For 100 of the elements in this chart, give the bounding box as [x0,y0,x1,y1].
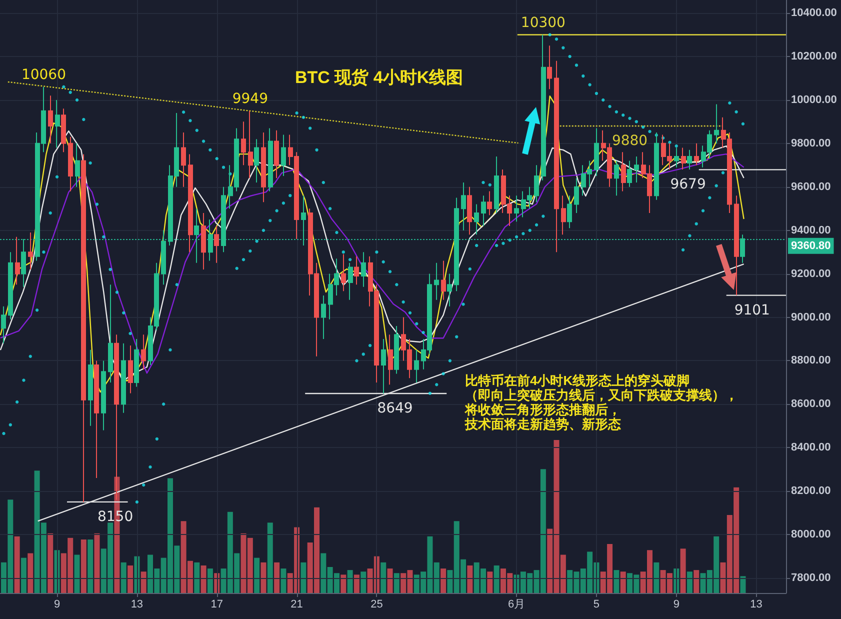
candlestick [241,121,246,166]
candlestick [554,60,559,253]
annotation: 比特币在前4小时K线形态上的穿头破脚 [465,373,690,388]
candlestick [547,45,552,90]
bar [80,539,86,593]
candlestick [481,195,486,226]
candlestick [681,147,686,170]
bar [347,570,353,593]
annotation: 9679 [670,176,706,193]
candlestick [108,284,113,383]
bar [194,562,200,593]
candlestick [55,99,60,148]
annotation: 10060 [21,66,66,83]
x-tick-label: 9 [673,598,680,610]
x-tick-label: 21 [290,598,303,610]
candlestick [687,149,692,170]
candlestick [567,195,572,229]
candlestick [341,254,346,292]
candlestick [434,262,439,300]
annotation: 10300 [520,14,566,31]
bar [686,572,692,593]
candlestick [28,232,33,270]
x-tick-label: 6月 [508,598,526,610]
y-tick-label: 8800.00 [791,354,831,367]
candlestick [1,306,6,344]
candlestick [128,345,133,394]
bar [694,570,700,593]
candlestick [694,142,699,166]
bar [740,576,746,593]
bar [207,568,213,593]
candlestick [714,104,719,144]
y-tick-label: 10200.00 [791,50,837,62]
candlestick [487,190,492,216]
candlestick [594,128,599,177]
bar [20,558,26,593]
candlestick [281,134,286,177]
candlestick [734,195,739,296]
ref-line-label: 9360.80 [791,240,831,252]
y-tick-label: 8600.00 [791,398,831,410]
bar [654,562,660,593]
bar [494,565,500,593]
candlestick [634,156,639,184]
bar [260,562,266,593]
bar [440,568,446,593]
candlestick [361,252,366,288]
candlestick [48,95,53,144]
candlestick [81,154,86,502]
bar [140,572,146,593]
candlestick [461,182,466,231]
text: BTC 现货 4小时K线图 [295,68,464,87]
y-tick-label: 10000.00 [791,94,837,106]
annotation: 9880 [612,133,648,150]
bar [48,533,54,593]
y-tick-label: 8000.00 [791,528,831,541]
candlestick [467,186,472,236]
bar [254,558,260,593]
candlestick [388,334,393,386]
candlestick [274,130,279,179]
y-tick-label: 8400.00 [791,442,831,454]
x-tick-label: 17 [210,598,223,610]
candlestick [101,360,106,431]
x-tick-label: 13 [130,598,144,610]
candlestick [188,154,193,253]
candlestick [8,252,13,320]
candlestick [68,136,73,192]
bar [354,574,360,593]
bar [74,554,80,593]
candlestick [181,132,186,188]
candlestick [541,34,546,181]
candlestick [61,108,66,153]
candlestick [534,164,539,203]
candlestick [348,262,353,300]
candlestick [394,325,399,374]
candlestick [268,128,273,192]
bar [274,562,280,593]
candlestick [627,160,632,188]
candlestick [15,236,20,286]
candlestick [321,295,326,340]
candlestick [248,110,253,179]
candlestick [514,195,519,222]
candlestick [121,342,126,414]
y-tick-label: 10400.00 [791,7,837,20]
candlestick [414,349,419,383]
x-tick-label: 25 [370,598,383,610]
annotation: 9101 [734,302,770,318]
candlestick [381,338,386,394]
annotation: 将收敛三角形形态推翻后， [464,402,621,417]
bar [394,573,400,593]
candlestick [261,132,266,203]
y-tick-label: 7800.00 [791,572,831,584]
candlestick [354,256,359,286]
y-tick-label: 9400.00 [791,224,831,236]
bar [487,572,493,593]
y-tick-label: 9000.00 [791,311,831,324]
bar [200,565,206,593]
bar [94,533,100,593]
annotation: 技术面将走新趋势、新形态 [464,416,622,432]
annotation: （即向上突破压力线后，又向下跌破支撑线）， [465,388,738,402]
annotation: 8649 [377,400,413,417]
bar [360,572,366,593]
